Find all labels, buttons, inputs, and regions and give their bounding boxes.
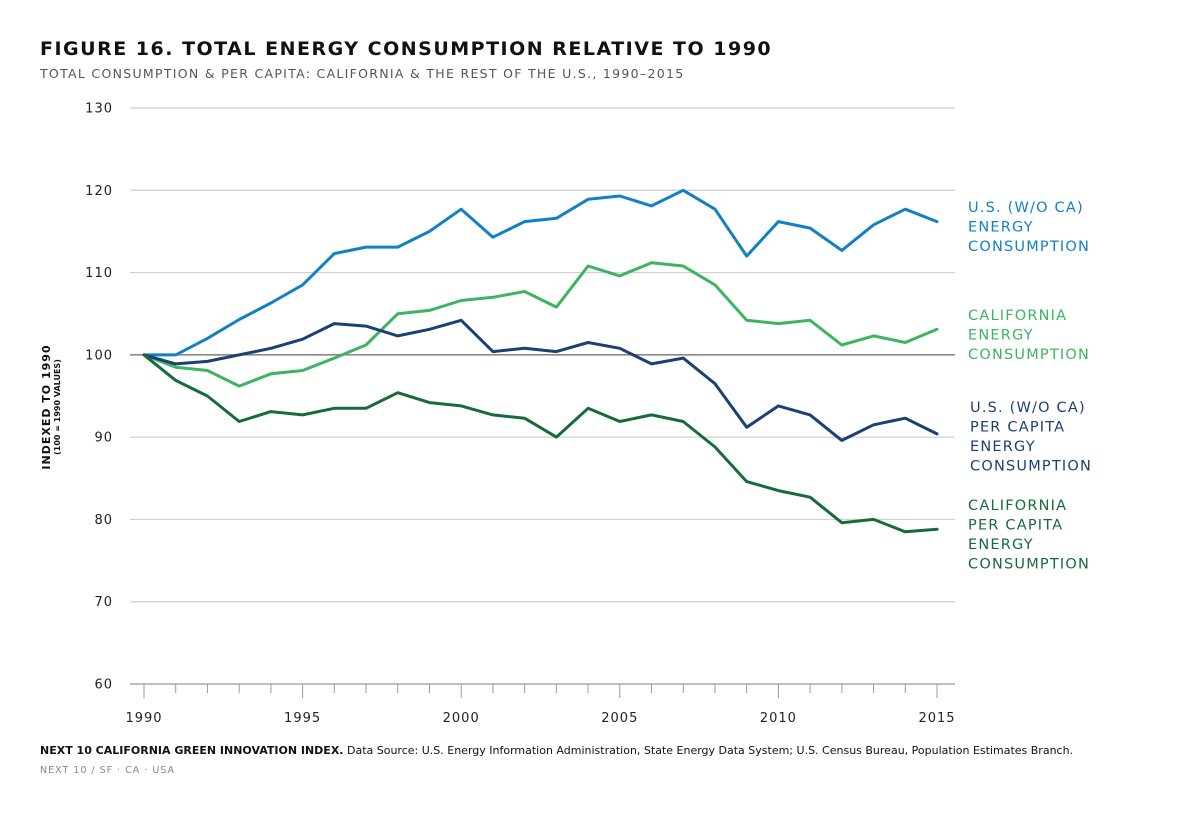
x-axis: 1990 1995 2000 2005 2010 2015 [125,683,955,726]
series-line-2 [142,261,939,388]
series-line-4 [142,353,939,534]
series-label-3: U.S. (W/O CA) PER CAPITA ENERGY CONSUMPTION [970,400,1092,475]
series-label-4: CALIFORNIA PER CAPITA ENERGY CONSUMPTION [968,498,1090,573]
y-tick-label: 80 [94,513,113,528]
y-axis-ticks: 60 70 80 90 100 110 120 130 [85,102,113,693]
series-labels: U.S. (W/O CA) ENERGY CONSUMPTION CALIFORNIA… [968,200,1092,573]
y-tick-label: 90 [94,431,113,446]
source-bold: NEXT 10 CALIFORNIA GREEN INNOVATION INDE… [40,744,344,757]
y-tick-label: 60 [94,678,113,693]
source-text: Data Source: U.S. Energy Information Adm… [343,744,1074,757]
chart-subtitle: TOTAL CONSUMPTION & PER CAPITA: CALIFORN… [40,66,685,81]
y-tick-label: 110 [85,266,113,281]
y-tick-label: 100 [85,348,113,363]
y-tick-label: 120 [85,184,113,199]
x-tick-label: 2000 [443,711,480,726]
series-label-2: CALIFORNIA ENERGY CONSUMPTION [968,308,1090,363]
series-line-1 [142,188,939,357]
x-tick-label: 2005 [601,711,638,726]
x-tick-label: 1995 [284,711,321,726]
gridlines [130,107,955,603]
footer: NEXT 10 / SF · CA · USA [40,765,176,776]
series-line-3 [142,318,939,442]
y-axis-subtitle: (100 = 1990 VALUES) [53,359,62,455]
series-label-1: U.S. (W/O CA) ENERGY CONSUMPTION [968,200,1090,255]
y-axis-label: INDEXED TO 1990 (100 = 1990 VALUES) [40,344,62,469]
y-tick-label: 70 [94,595,113,610]
y-tick-label: 130 [85,102,113,117]
y-axis-title: INDEXED TO 1990 [40,344,53,469]
chart-title: FIGURE 16. TOTAL ENERGY CONSUMPTION RELA… [40,38,773,60]
x-tick-label: 1990 [125,711,162,726]
series-lines [142,188,939,534]
source-note: NEXT 10 CALIFORNIA GREEN INNOVATION INDE… [40,744,1073,757]
x-tick-label: 2015 [918,711,955,726]
x-tick-label: 2010 [760,711,797,726]
